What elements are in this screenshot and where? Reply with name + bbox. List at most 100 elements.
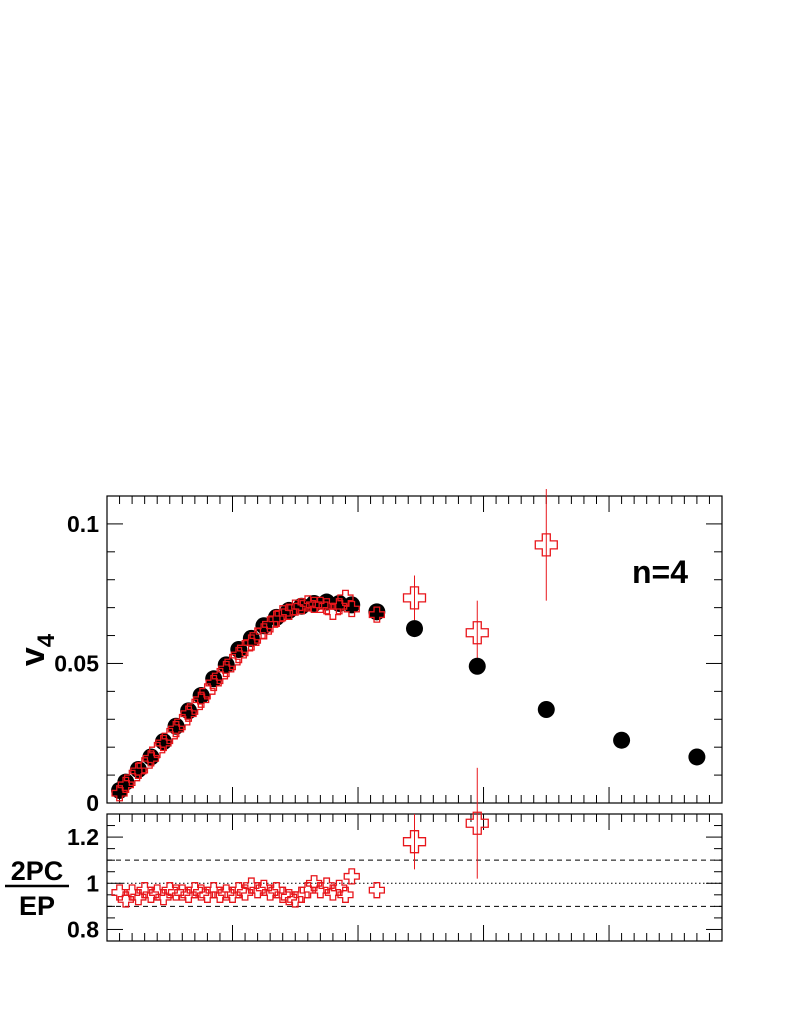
ratio-point <box>280 888 298 906</box>
2pc-point <box>368 606 385 623</box>
2pc-point <box>199 683 216 700</box>
2pc-point <box>318 598 335 615</box>
2pc-point <box>230 646 247 664</box>
main-error-bars <box>414 489 547 665</box>
ratio-point <box>224 886 241 903</box>
ep-point <box>537 701 555 719</box>
2pc-point <box>299 595 316 612</box>
ratio-point <box>186 882 204 899</box>
2pc-point <box>149 741 166 759</box>
ratio-y-axis-label: 2PC EP <box>5 856 69 921</box>
2pc-point <box>331 598 348 615</box>
ratio-points <box>111 811 489 908</box>
ratio-point <box>111 884 128 901</box>
y-tick-label: 0.8 <box>67 916 99 942</box>
ratio-point <box>312 882 329 899</box>
ratio-label-denominator: EP <box>19 891 55 921</box>
ratio-ticks <box>106 813 723 942</box>
y-axis-label-subscript: 4 <box>33 633 60 647</box>
2pc-point <box>155 734 172 752</box>
ratio-point <box>324 884 342 901</box>
ratio-point <box>331 879 348 897</box>
y-tick-label: 0 <box>86 790 99 816</box>
2pc-point <box>287 599 304 616</box>
ep-point <box>192 687 210 705</box>
ratio-point <box>402 830 427 854</box>
2pc-point <box>123 769 141 787</box>
2pc-point <box>142 750 160 767</box>
ratio-point <box>293 886 310 903</box>
2pc-point <box>205 674 222 692</box>
ratio-point <box>180 886 197 903</box>
2pc-point <box>293 598 310 615</box>
ratio-point <box>155 888 172 906</box>
ep-point <box>343 596 361 614</box>
ratio-point <box>199 886 216 903</box>
2pc-point <box>255 623 273 640</box>
ratio-label-numerator: 2PC <box>11 856 64 886</box>
y-tick-label: 1 <box>86 870 99 896</box>
ratio-point <box>192 884 210 901</box>
ratio-point <box>142 886 160 903</box>
2pc-point <box>117 776 134 794</box>
ep-point <box>167 717 185 735</box>
series-ep-points <box>111 593 706 799</box>
2pc-point <box>534 533 558 557</box>
ratio-point <box>287 891 304 908</box>
ep-point <box>368 603 386 621</box>
ratio-point <box>305 875 323 892</box>
ep-point <box>406 620 423 638</box>
2pc-point <box>174 713 191 731</box>
2pc-point <box>243 634 260 651</box>
2pc-point <box>161 727 178 745</box>
series-2pc-points <box>111 533 558 802</box>
main-panel: 0 0.05 0.1 n=4 v4 <box>14 489 723 816</box>
ratio-point <box>236 884 254 901</box>
2pc-point <box>180 705 197 722</box>
2pc-point <box>465 621 489 645</box>
2pc-point <box>312 596 329 613</box>
ep-point <box>688 748 706 766</box>
ratio-error-bars <box>414 767 478 879</box>
2pc-point <box>337 589 354 607</box>
svg-text:v4: v4 <box>14 633 60 666</box>
ratio-panel: 0.8 1 1.2 2PC EP <box>5 767 723 942</box>
ratio-point <box>465 811 489 835</box>
ratio-point <box>211 886 229 903</box>
ratio-point <box>368 882 385 899</box>
ratio-point <box>130 888 147 906</box>
ratio-point <box>230 882 247 899</box>
2pc-point <box>192 691 210 708</box>
ratio-point <box>274 886 291 903</box>
ratio-point <box>337 886 354 903</box>
2pc-point <box>111 785 128 802</box>
y-axis-label-v: v <box>14 647 52 666</box>
main-ticks <box>106 495 723 804</box>
ratio-point <box>117 891 134 908</box>
ratio-point <box>218 884 235 901</box>
ep-point <box>255 617 273 635</box>
2pc-point <box>249 627 266 644</box>
y-tick-label: 0.05 <box>54 650 99 676</box>
ep-point <box>330 594 348 612</box>
2pc-point <box>280 603 298 620</box>
ratio-point <box>249 882 266 899</box>
ratio-point <box>262 884 279 901</box>
ratio-ytick-labels: 0.8 1 1.2 <box>67 824 99 942</box>
2pc-point <box>224 653 241 671</box>
main-plot-frame <box>106 495 723 804</box>
y-tick-label: 1.2 <box>67 824 99 850</box>
ratio-point <box>318 877 335 894</box>
2pc-point <box>167 720 185 738</box>
2pc-point <box>218 660 235 678</box>
2pc-point <box>211 667 229 685</box>
2pc-point <box>343 600 360 618</box>
ep-point <box>230 641 248 658</box>
ratio-point <box>343 868 360 885</box>
ratio-point <box>174 884 191 901</box>
ep-point <box>613 731 631 749</box>
2pc-point <box>186 698 204 715</box>
y-tick-label: 0.1 <box>67 511 99 537</box>
2pc-point <box>402 586 427 610</box>
ep-point <box>468 657 486 675</box>
